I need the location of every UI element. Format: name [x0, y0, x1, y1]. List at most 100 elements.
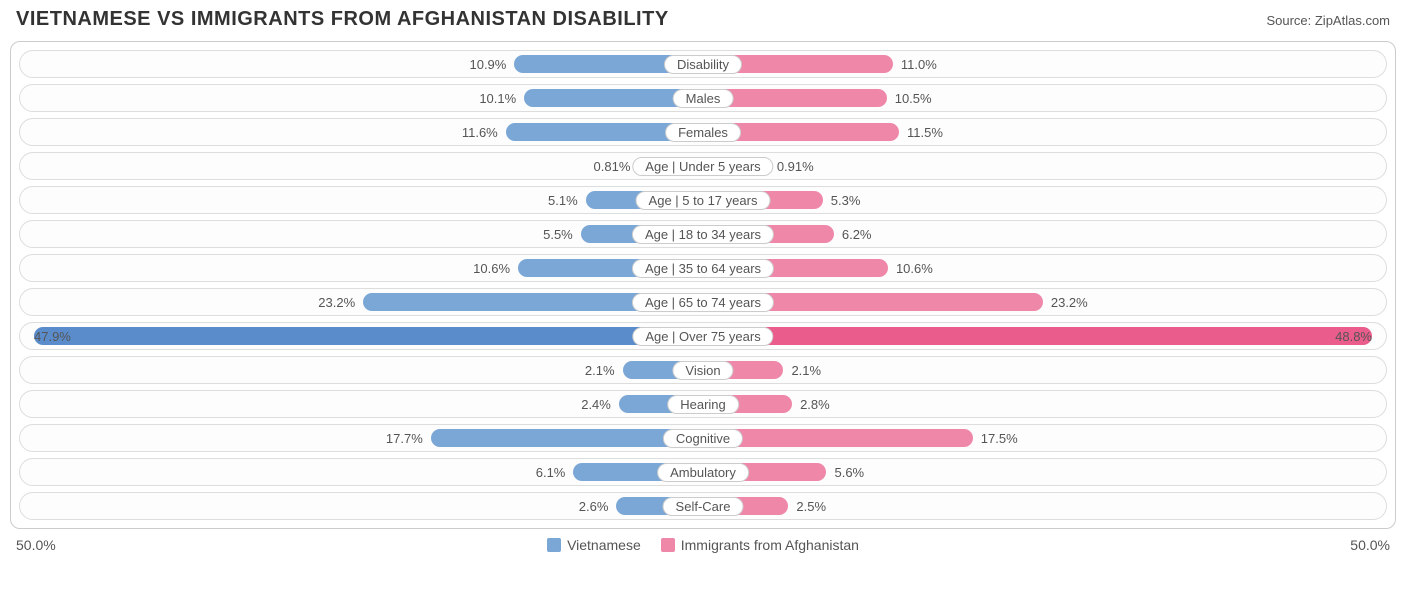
chart-panel: 10.9% 11.0% Disability 10.1% 10.5% Males 11.6%… [10, 41, 1396, 529]
category-label: Age | Under 5 years [632, 157, 773, 176]
row-left-half: 2.1% [20, 357, 703, 383]
left-value-label: 2.1% [577, 363, 623, 378]
row-left-half: 10.9% [20, 51, 703, 77]
category-label: Age | 18 to 34 years [632, 225, 774, 244]
row-left-half: 5.5% [20, 221, 703, 247]
right-value-label: 10.5% [887, 91, 940, 106]
right-value-label: 48.8% [1327, 329, 1380, 344]
row-right-half: 0.91% [703, 153, 1386, 179]
right-value-label: 23.2% [1043, 295, 1096, 310]
row-left-half: 10.6% [20, 255, 703, 281]
chart-row: 5.1% 5.3% Age | 5 to 17 years [19, 186, 1387, 214]
right-value-label: 5.6% [826, 465, 872, 480]
legend-item-right: Immigrants from Afghanistan [661, 537, 859, 553]
row-left-half: 2.6% [20, 493, 703, 519]
row-left-half: 47.9% [20, 323, 703, 349]
row-right-half: 11.5% [703, 119, 1386, 145]
left-value-label: 2.6% [571, 499, 617, 514]
chart-row: 10.1% 10.5% Males [19, 84, 1387, 112]
footer: 50.0% Vietnamese Immigrants from Afghani… [0, 535, 1406, 553]
right-bar [703, 429, 973, 447]
category-label: Females [665, 123, 741, 142]
left-value-label: 10.9% [461, 57, 514, 72]
chart-row: 0.81% 0.91%Age | Under 5 years [19, 152, 1387, 180]
row-right-half: 17.5% [703, 425, 1386, 451]
chart-row: 10.9% 11.0% Disability [19, 50, 1387, 78]
header: VIETNAMESE VS IMMIGRANTS FROM AFGHANISTA… [0, 0, 1406, 35]
row-right-half: 11.0% [703, 51, 1386, 77]
left-value-label: 5.1% [540, 193, 586, 208]
chart-title: VIETNAMESE VS IMMIGRANTS FROM AFGHANISTA… [16, 8, 669, 31]
category-label: Ambulatory [657, 463, 749, 482]
right-value-label: 5.3% [823, 193, 869, 208]
chart-row: 17.7% 17.5% Cognitive [19, 424, 1387, 452]
row-left-half: 11.6% [20, 119, 703, 145]
row-right-half: 6.2% [703, 221, 1386, 247]
chart-row: 23.2%23.2%Age | 65 to 74 years [19, 288, 1387, 316]
chart-row: 2.6% 2.5% Self-Care [19, 492, 1387, 520]
row-left-half: 2.4% [20, 391, 703, 417]
right-value-label: 0.91% [769, 159, 822, 174]
row-right-half: 23.2% [703, 289, 1386, 315]
left-value-label: 17.7% [378, 431, 431, 446]
left-value-label: 47.9% [26, 329, 79, 344]
row-right-half: 2.1% [703, 357, 1386, 383]
right-value-label: 6.2% [834, 227, 880, 242]
chart-row: 10.6% 10.6% Age | 35 to 64 years [19, 254, 1387, 282]
left-value-label: 23.2% [310, 295, 363, 310]
axis-max-right: 50.0% [1330, 537, 1390, 553]
left-value-label: 11.6% [454, 125, 506, 140]
right-value-label: 11.0% [893, 57, 945, 72]
right-value-label: 2.1% [783, 363, 829, 378]
chart-row: 2.1% 2.1% Vision [19, 356, 1387, 384]
right-value-label: 2.8% [792, 397, 838, 412]
right-value-label: 2.5% [788, 499, 834, 514]
row-left-half: 0.81% [20, 153, 703, 179]
category-label: Age | Over 75 years [632, 327, 773, 346]
legend: Vietnamese Immigrants from Afghanistan [76, 537, 1330, 553]
category-label: Hearing [667, 395, 739, 414]
category-label: Self-Care [663, 497, 744, 516]
left-bar [34, 327, 703, 345]
legend-swatch-right [661, 538, 675, 552]
left-value-label: 10.1% [471, 91, 524, 106]
chart-row: 2.4% 2.8% Hearing [19, 390, 1387, 418]
row-left-half: 5.1% [20, 187, 703, 213]
row-left-half: 17.7% [20, 425, 703, 451]
chart-row: 11.6% 11.5% Females [19, 118, 1387, 146]
axis-max-left: 50.0% [16, 537, 76, 553]
row-left-half: 6.1% [20, 459, 703, 485]
source-attribution: Source: ZipAtlas.com [1266, 13, 1390, 28]
right-value-label: 17.5% [973, 431, 1026, 446]
row-right-half: 10.6% [703, 255, 1386, 281]
row-right-half: 2.5% [703, 493, 1386, 519]
category-label: Males [673, 89, 734, 108]
chart-row: 47.9% 48.8% Age | Over 75 years [19, 322, 1387, 350]
legend-item-left: Vietnamese [547, 537, 641, 553]
left-value-label: 6.1% [528, 465, 574, 480]
row-right-half: 2.8% [703, 391, 1386, 417]
left-value-label: 10.6% [465, 261, 518, 276]
right-bar [703, 327, 1372, 345]
row-right-half: 5.3% [703, 187, 1386, 213]
chart-row: 6.1% 5.6% Ambulatory [19, 458, 1387, 486]
category-label: Age | 5 to 17 years [636, 191, 771, 210]
row-right-half: 48.8% [703, 323, 1386, 349]
row-right-half: 5.6% [703, 459, 1386, 485]
left-value-label: 5.5% [535, 227, 581, 242]
legend-label-right: Immigrants from Afghanistan [681, 537, 859, 553]
row-left-half: 10.1% [20, 85, 703, 111]
category-label: Cognitive [663, 429, 743, 448]
chart-row: 5.5% 6.2% Age | 18 to 34 years [19, 220, 1387, 248]
row-left-half: 23.2% [20, 289, 703, 315]
category-label: Disability [664, 55, 742, 74]
right-value-label: 10.6% [888, 261, 941, 276]
legend-label-left: Vietnamese [567, 537, 641, 553]
legend-swatch-left [547, 538, 561, 552]
left-value-label: 0.81% [586, 159, 639, 174]
category-label: Age | 35 to 64 years [632, 259, 774, 278]
category-label: Vision [672, 361, 733, 380]
right-value-label: 11.5% [899, 125, 951, 140]
row-right-half: 10.5% [703, 85, 1386, 111]
left-value-label: 2.4% [573, 397, 619, 412]
